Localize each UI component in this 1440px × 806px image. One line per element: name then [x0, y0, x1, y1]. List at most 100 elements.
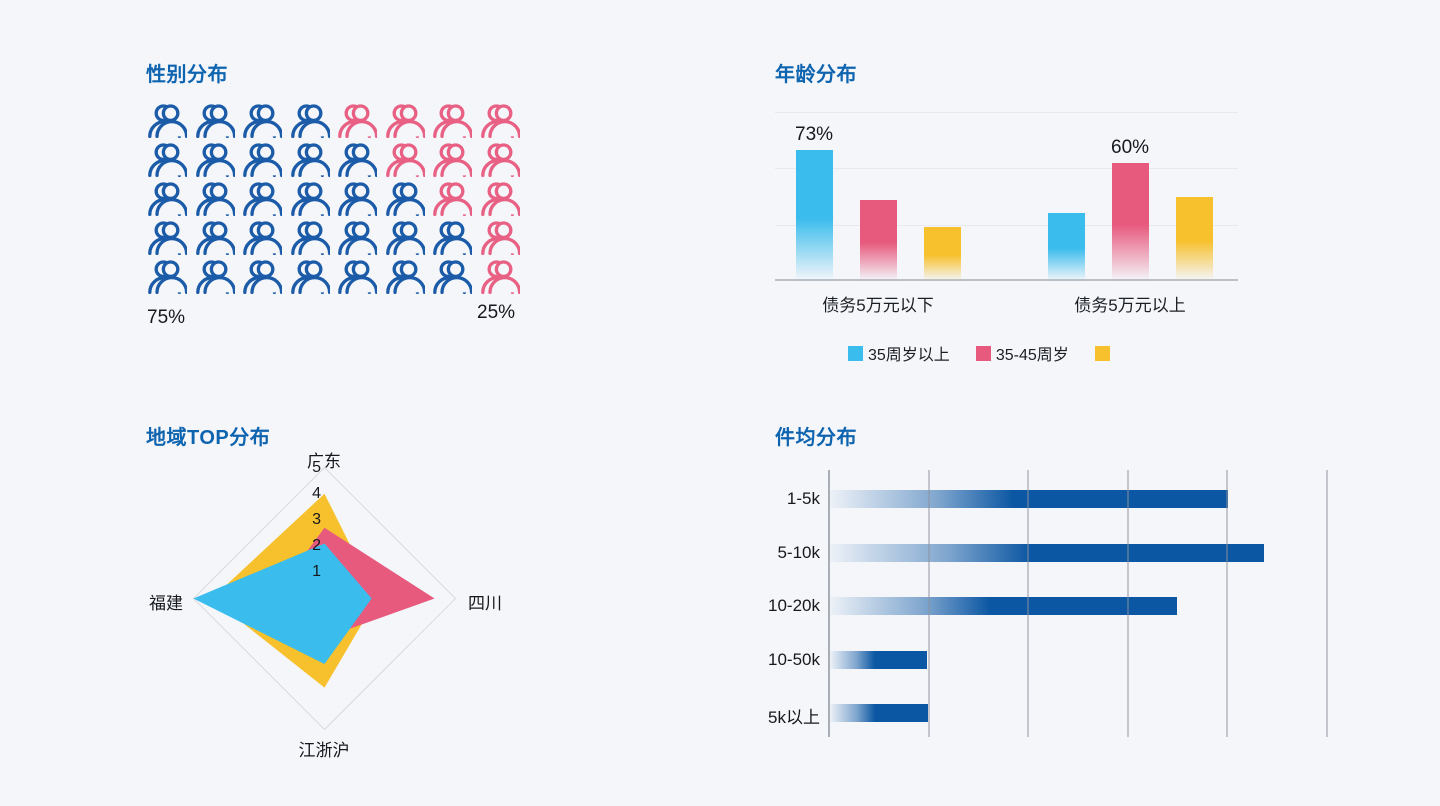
person-icon: [242, 104, 282, 139]
person-icon: [147, 182, 187, 217]
radar-grid-diamond: [192, 466, 457, 731]
person-icon: [147, 143, 187, 178]
amount-chart-plot: 1-5k 5-10k 10-20k 10-50k 5k以上: [768, 470, 1328, 737]
region-radar-chart: 广东 四川 江浙沪 福建 1 2 3 4 5: [130, 435, 530, 765]
amount-category-label: 5-10k: [777, 542, 820, 562]
person-icon: [432, 143, 472, 178]
person-icon: [480, 143, 520, 178]
age-chart-plot: 73% 60%: [775, 112, 1238, 281]
person-icon: [195, 143, 235, 178]
amount-category-label: 10-20k: [768, 596, 820, 616]
person-icon: [290, 182, 330, 217]
radar-scale-tick: 2: [312, 537, 321, 555]
person-icon: [385, 143, 425, 178]
legend-item-0[interactable]: 35周岁以上: [848, 341, 950, 365]
amount-bar-3: [830, 650, 927, 669]
person-icon: [480, 104, 520, 139]
radar-series-blue: [193, 543, 372, 664]
legend-swatch: [848, 345, 863, 361]
person-icon: [195, 260, 235, 295]
amount-category-label: 5k以上: [768, 708, 820, 728]
age-category-label-1: 债务5万元以下: [822, 296, 934, 315]
age-bar-0-2: [924, 227, 961, 281]
legend-label: 35周岁以上: [868, 347, 950, 364]
radar-scale-tick: 4: [312, 484, 321, 502]
age-bar-1-1: [1112, 162, 1149, 281]
legend-item-1[interactable]: 35-45周岁: [975, 341, 1069, 365]
person-icon: [290, 260, 330, 295]
age-bar-value-label: 60%: [1111, 136, 1150, 158]
person-icon: [290, 221, 330, 256]
gender-male-percent-label: 75%: [147, 307, 186, 328]
person-icon: [195, 182, 235, 217]
age-chart-title: 年龄分布: [775, 64, 857, 86]
legend-label: 35-45周岁: [995, 347, 1069, 364]
age-bar-value-label: 73%: [795, 123, 834, 145]
person-icon: [480, 221, 520, 256]
person-icon: [432, 260, 472, 295]
amount-gridline: [1126, 470, 1129, 737]
gender-female-percent-label: 25%: [477, 302, 516, 323]
amount-bar-2: [830, 597, 1178, 616]
person-icon: [432, 104, 472, 139]
person-icon: [242, 260, 282, 295]
person-icon: [337, 182, 377, 217]
radar-axis-label-right: 四川: [468, 594, 502, 613]
person-icon: [242, 182, 282, 217]
person-icon: [195, 221, 235, 256]
age-category-label-2: 债务5万元以上: [1074, 296, 1186, 315]
legend-swatch: [975, 345, 991, 361]
radar-axis-label-top: 广东: [307, 452, 341, 471]
radar-plot-area: [192, 466, 457, 731]
age-bar-1-0: [1048, 212, 1085, 281]
amount-gridline: [1027, 470, 1029, 737]
age-axis-baseline: [775, 279, 1238, 281]
amount-bar-4: [830, 704, 928, 723]
age-bar-0-0: [796, 149, 833, 281]
person-icon: [242, 221, 282, 256]
person-icon: [432, 221, 472, 256]
radar-scale-tick: 1: [312, 563, 321, 581]
person-icon: [385, 104, 425, 139]
age-gridline: [775, 225, 1238, 226]
amount-category-label: 1-5k: [786, 489, 820, 508]
radar-scale-tick: 5: [312, 458, 321, 476]
person-icon: [195, 104, 235, 139]
amount-bar-1: [830, 543, 1264, 562]
age-gridline: [775, 112, 1238, 113]
amount-gridline: [927, 470, 930, 737]
radar-axis-label-bottom: 江浙沪: [298, 741, 350, 760]
person-icon: [480, 260, 520, 295]
person-icon: [385, 182, 425, 217]
person-icon: [480, 182, 520, 217]
radar-axis-label-left: 福建: [149, 594, 183, 613]
amount-y-axis-line: [828, 470, 830, 737]
age-bar-0-1: [860, 200, 897, 281]
person-icon: [147, 221, 187, 256]
person-icon: [385, 221, 425, 256]
age-gridline: [775, 168, 1238, 169]
person-icon: [290, 104, 330, 139]
legend-swatch: [1094, 345, 1110, 361]
person-icon: [337, 221, 377, 256]
gender-chart-title: 性别分布: [146, 64, 228, 86]
person-icon: [337, 260, 377, 295]
legend-item-2[interactable]: [1094, 345, 1115, 361]
person-icon: [242, 143, 282, 178]
age-bar-1-2: [1176, 196, 1213, 281]
person-icon: [147, 104, 187, 139]
person-icon: [337, 104, 377, 139]
amount-category-label: 10-50k: [768, 649, 820, 669]
region-chart-title: 地域TOP分布: [146, 427, 271, 449]
radar-scale-tick: 3: [312, 510, 321, 528]
amount-gridline: [1325, 470, 1328, 737]
age-chart-legend: 35周岁以上 35-45周岁: [848, 341, 1115, 365]
amount-chart-title: 件均分布: [775, 427, 857, 449]
amount-bar-0: [830, 490, 1228, 508]
person-icon: [290, 143, 330, 178]
gender-pictogram: [147, 104, 520, 295]
amount-gridline: [1226, 470, 1228, 737]
person-icon: [147, 260, 187, 295]
person-icon: [432, 182, 472, 217]
